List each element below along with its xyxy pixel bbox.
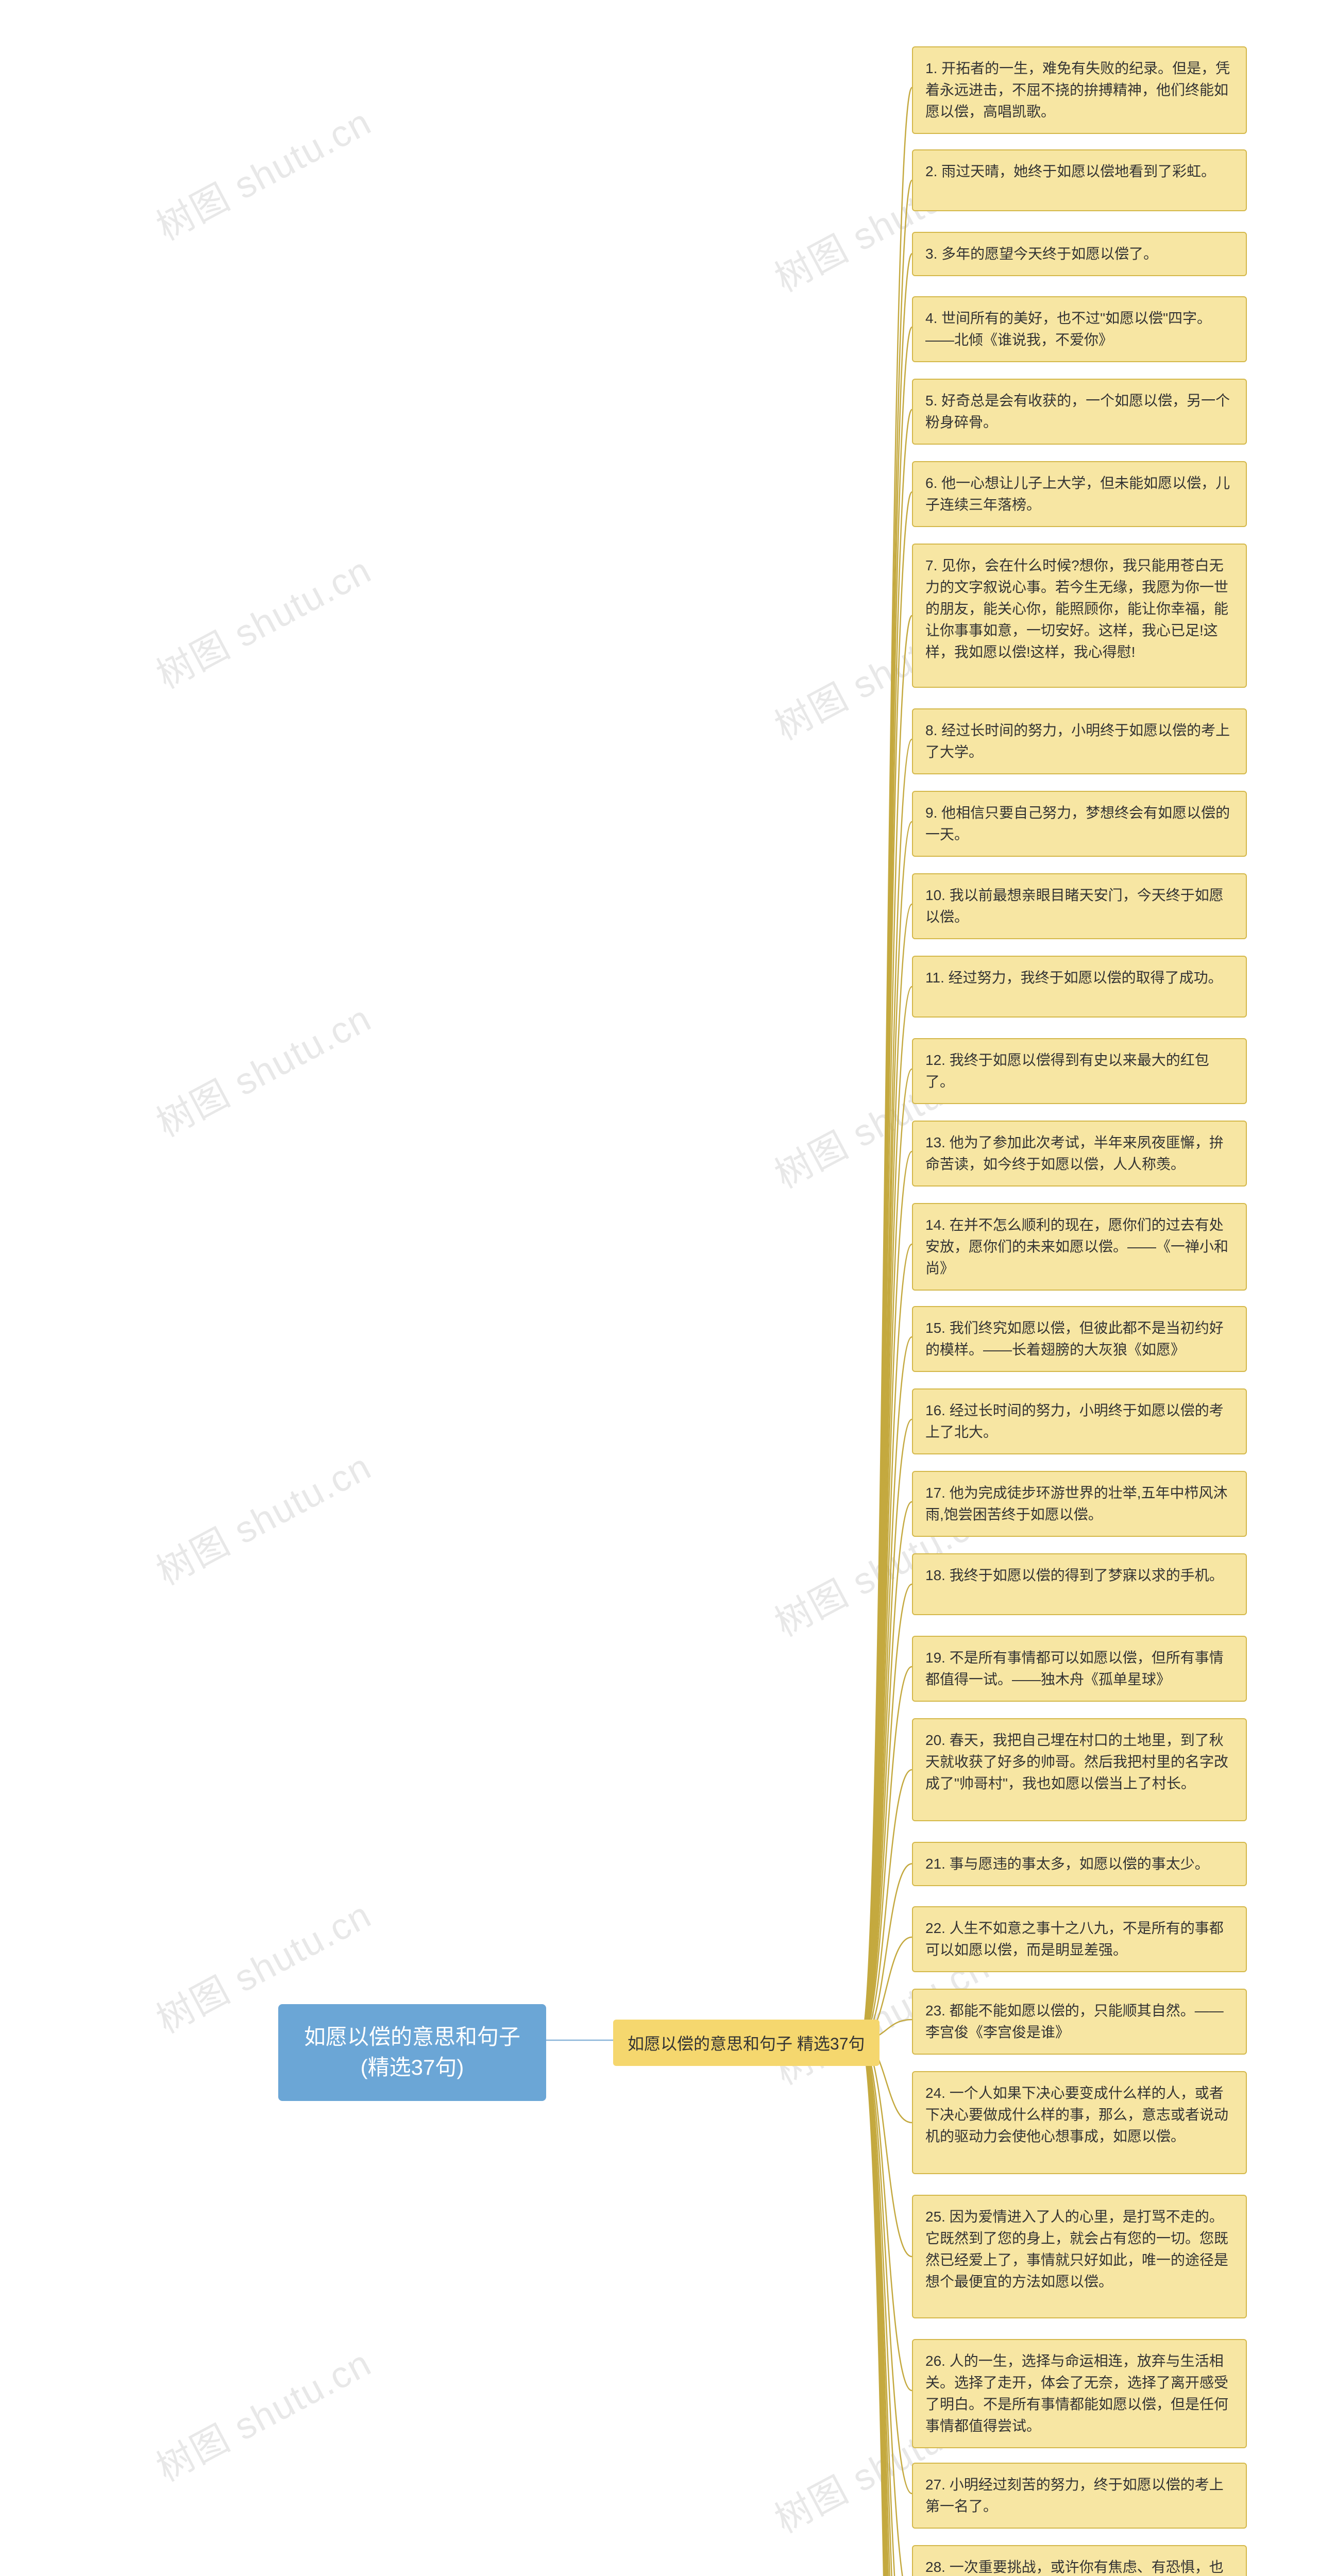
leaf-node-27: 27. 小明经过刻苦的努力，终于如愿以偿的考上第一名了。 xyxy=(912,2463,1247,2529)
leaf-connector-10 xyxy=(860,904,912,2040)
leaf-connector-25 xyxy=(860,2040,912,2257)
leaf-connector-6 xyxy=(860,492,912,2040)
leaf-node-14: 14. 在并不怎么顺利的现在，愿你们的过去有处安放，愿你们的未来如愿以偿。——《… xyxy=(912,1203,1247,1291)
branch-text: 如愿以偿的意思和句子 精选37句 xyxy=(628,2035,865,2053)
leaf-connector-16 xyxy=(860,1419,912,2040)
leaf-node-13: 13. 他为了参加此次考试，半年来夙夜匪懈，拚命苦读，如今终于如愿以偿，人人称羡… xyxy=(912,1121,1247,1187)
leaf-connector-33 xyxy=(860,2040,912,2576)
leaf-connector-12 xyxy=(860,1069,912,2040)
leaf-connector-26 xyxy=(860,2040,912,2391)
leaf-node-3: 3. 多年的愿望今天终于如愿以偿了。 xyxy=(912,232,1247,276)
leaf-node-9: 9. 他相信只要自己努力，梦想终会有如愿以偿的一天。 xyxy=(912,791,1247,857)
leaf-node-23: 23. 都能不能如愿以偿的，只能顺其自然。——李宫俊《李宫俊是谁》 xyxy=(912,1989,1247,2055)
root-node: 如愿以偿的意思和句子(精选37句) xyxy=(278,2004,546,2101)
leaf-connector-11 xyxy=(860,987,912,2040)
leaf-connector-35 xyxy=(860,2040,912,2576)
leaf-connector-8 xyxy=(860,739,912,2040)
leaf-connector-15 xyxy=(860,1337,912,2040)
leaf-node-1: 1. 开拓者的一生，难免有失败的纪录。但是，凭着永远进击，不屈不挠的拚搏精神，他… xyxy=(912,46,1247,134)
leaf-connector-28 xyxy=(860,2040,912,2576)
leaf-connector-30 xyxy=(860,2040,912,2576)
leaf-connector-18 xyxy=(860,1584,912,2040)
leaf-connector-5 xyxy=(860,410,912,2040)
leaf-node-10: 10. 我以前最想亲眼目睹天安门，今天终于如愿以偿。 xyxy=(912,873,1247,939)
leaf-node-12: 12. 我终于如愿以偿得到有史以来最大的红包了。 xyxy=(912,1038,1247,1104)
leaf-node-7: 7. 见你，会在什么时候?想你，我只能用苍白无力的文字叙说心事。若今生无缘，我愿… xyxy=(912,544,1247,688)
leaf-connector-21 xyxy=(860,1864,912,2041)
leaf-node-24: 24. 一个人如果下决心要变成什么样的人，或者下决心要做成什么样的事，那么，意志… xyxy=(912,2071,1247,2174)
leaf-node-21: 21. 事与愿违的事太多，如愿以偿的事太少。 xyxy=(912,1842,1247,1886)
leaf-connector-4 xyxy=(860,327,912,2040)
leaf-node-2: 2. 雨过天晴，她终于如愿以偿地看到了彩虹。 xyxy=(912,149,1247,211)
leaf-node-28: 28. 一次重要挑战，或许你有焦虑、有恐惧，也有激动，但我想说，请不要忘记身边所… xyxy=(912,2545,1247,2576)
leaf-connector-17 xyxy=(860,1502,912,2040)
leaf-connector-34 xyxy=(860,2040,912,2576)
mindmap-container: 如愿以偿的意思和句子(精选37句) 如愿以偿的意思和句子 精选37句 1. 开拓… xyxy=(0,0,1319,2576)
leaf-node-6: 6. 他一心想让儿子上大学，但未能如愿以偿，儿子连续三年落榜。 xyxy=(912,461,1247,527)
branch-node: 如愿以偿的意思和句子 精选37句 xyxy=(613,2020,880,2066)
leaf-connector-29 xyxy=(860,2040,912,2576)
leaf-connector-20 xyxy=(860,1770,912,2040)
leaf-node-8: 8. 经过长时间的努力，小明终于如愿以偿的考上了大学。 xyxy=(912,708,1247,774)
leaf-connector-7 xyxy=(860,616,912,2040)
leaf-node-26: 26. 人的一生，选择与命运相连，放弃与生活相关。选择了走开，体会了无奈，选择了… xyxy=(912,2339,1247,2448)
leaf-connector-19 xyxy=(860,1667,912,2040)
leaf-node-11: 11. 经过努力，我终于如愿以偿的取得了成功。 xyxy=(912,956,1247,1018)
leaf-node-20: 20. 春天，我把自己埋在村口的土地里，到了秋天就收获了好多的帅哥。然后我把村里… xyxy=(912,1718,1247,1821)
leaf-connector-31 xyxy=(860,2040,912,2576)
leaf-node-4: 4. 世间所有的美好，也不过"如愿以偿"四字。——北倾《谁说我，不爱你》 xyxy=(912,296,1247,362)
leaf-node-22: 22. 人生不如意之事十之八九，不是所有的事都可以如愿以偿，而是眀显差强。 xyxy=(912,1906,1247,1972)
leaf-connector-9 xyxy=(860,822,912,2040)
leaf-connector-32 xyxy=(860,2040,912,2576)
leaf-connector-1 xyxy=(860,88,912,2040)
leaf-connector-14 xyxy=(860,1244,912,2040)
leaf-node-16: 16. 经过长时间的努力，小明终于如愿以偿的考上了北大。 xyxy=(912,1388,1247,1454)
root-text: 如愿以偿的意思和句子(精选37句) xyxy=(304,2025,520,2079)
leaf-node-25: 25. 因为爱情进入了人的心里，是打骂不走的。它既然到了您的身上，就会占有您的一… xyxy=(912,2195,1247,2318)
leaf-node-19: 19. 不是所有事情都可以如愿以偿，但所有事情都值得一试。——独木舟《孤单星球》 xyxy=(912,1636,1247,1702)
leaf-node-5: 5. 好奇总是会有收获的，一个如愿以偿，另一个粉身碎骨。 xyxy=(912,379,1247,445)
leaf-connector-36 xyxy=(860,2040,912,2576)
leaf-node-17: 17. 他为完成徒步环游世界的壮举,五年中栉风沐雨,饱尝困苦终于如愿以偿。 xyxy=(912,1471,1247,1537)
leaf-connector-13 xyxy=(860,1151,912,2040)
leaf-connector-2 xyxy=(860,180,912,2040)
leaf-node-15: 15. 我们终究如愿以偿，但彼此都不是当初约好的模样。——长着翅膀的大灰狼《如愿… xyxy=(912,1306,1247,1372)
leaf-node-18: 18. 我终于如愿以偿的得到了梦寐以求的手机。 xyxy=(912,1553,1247,1615)
leaf-connector-37 xyxy=(860,2040,912,2576)
leaf-connector-27 xyxy=(860,2040,912,2494)
leaf-connector-3 xyxy=(860,254,912,2041)
